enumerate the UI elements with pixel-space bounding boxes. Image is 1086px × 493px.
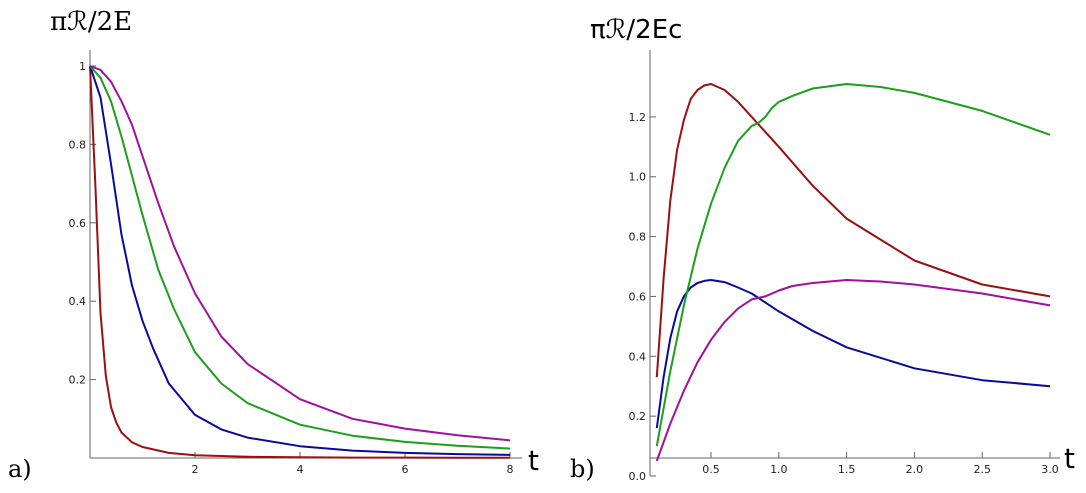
x-tick-label: 3.0	[1041, 463, 1059, 476]
panel-a-series	[89, 65, 511, 459]
series-line-4	[89, 65, 511, 442]
y-tick-label: 0.6	[69, 217, 87, 230]
x-tick-label: 1.0	[770, 463, 788, 476]
series-line-2	[89, 65, 511, 456]
y-tick-label: 1.2	[629, 111, 647, 124]
panel-a-x-axis-label: t	[528, 444, 539, 477]
series-line-3	[655, 83, 1051, 447]
panel-a-y-axis-label: πℛ/2E	[50, 7, 132, 37]
panel-b: πℛ/2Ec t b) 0.5 1.0 1.5 2.0 2.5 3.00.00.20.40…	[570, 15, 1075, 483]
series-line-3	[89, 65, 511, 450]
y-tick-label: 0.4	[629, 350, 647, 363]
y-tick-label: 0.2	[629, 410, 647, 423]
panel-a: πℛ/2E t a) 2 4 6 8 0.2 0.4 0.6 0.8 1	[8, 7, 539, 483]
panel-b-series	[655, 83, 1051, 462]
y-tick-label: 1	[79, 60, 86, 73]
x-tick-label: 4	[297, 463, 304, 476]
series-line-4	[655, 279, 1051, 462]
x-tick-label: 1.5	[838, 463, 856, 476]
x-tick-label: 0.5	[702, 463, 720, 476]
x-tick-label: 2.5	[973, 463, 991, 476]
y-tick-label: 0.8	[629, 231, 647, 244]
series-line-1	[89, 65, 510, 459]
panel-b-label: b)	[570, 455, 595, 483]
y-tick-label: 0.8	[69, 138, 87, 151]
panel-b-y-axis-label: πℛ/2Ec	[590, 15, 682, 45]
x-tick-label: 8	[507, 463, 514, 476]
x-tick-label: 6	[402, 463, 409, 476]
panel-a-ticks: 2 4 6 8 0.2 0.4 0.6 0.8 1	[69, 60, 514, 476]
panel-a-label: a)	[8, 455, 32, 483]
y-tick-label: 0.2	[69, 374, 87, 387]
y-tick-label: 0.6	[629, 290, 647, 303]
y-tick-label: 0.0	[629, 470, 647, 483]
series-line-2	[655, 279, 1051, 429]
panel-b-ticks: 0.5 1.0 1.5 2.0 2.5 3.0 0.0 0.2 0.4 0.6 0.8 1.0 1.2	[629, 111, 1059, 483]
panel-b-x-axis-label: t	[1064, 442, 1075, 475]
y-tick-label: 1.0	[629, 171, 647, 184]
x-tick-label: 2	[192, 463, 199, 476]
y-tick-label: 0.4	[69, 295, 87, 308]
x-tick-label: 2.0	[906, 463, 924, 476]
series-line-1	[655, 83, 1051, 378]
